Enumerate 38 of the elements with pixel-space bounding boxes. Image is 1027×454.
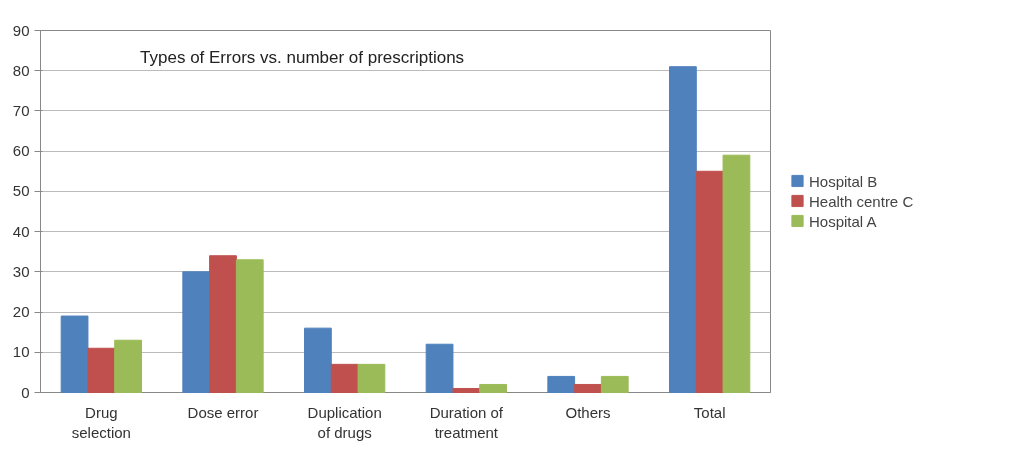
bar — [425, 343, 454, 393]
y-tick-label: 80 — [12, 61, 30, 79]
bar — [357, 363, 386, 393]
bar — [60, 315, 89, 393]
bar — [87, 347, 116, 393]
y-tick-label: 90 — [12, 21, 30, 39]
bar — [479, 383, 507, 393]
bar — [669, 66, 697, 393]
y-tick-label: 10 — [12, 343, 30, 361]
y-tick-label: 50 — [12, 182, 30, 200]
bar — [600, 375, 629, 393]
bar — [209, 255, 237, 393]
y-tick-label: 40 — [12, 222, 30, 240]
bar — [182, 271, 211, 393]
legend-label: Health centre C — [809, 192, 914, 209]
y-tick-label: 60 — [12, 142, 30, 160]
x-tick-label: Others — [565, 403, 611, 421]
bar — [114, 339, 142, 393]
legend-label: Hospital A — [809, 212, 877, 229]
legend-label: Hospital B — [809, 172, 878, 189]
y-tick-label: 0 — [21, 383, 30, 401]
x-tick-label: Drug selection — [71, 403, 131, 441]
bar — [235, 259, 264, 393]
text: Types of Errors vs. number of prescriptions — [140, 47, 465, 67]
x-tick-label: Dose error — [187, 403, 259, 421]
bar — [330, 363, 359, 393]
y-tick-label: 30 — [12, 262, 30, 280]
bar — [547, 375, 576, 393]
bar — [304, 327, 332, 393]
x-tick-label: Duration of treatment — [429, 403, 504, 441]
bar — [574, 383, 602, 393]
y-tick-label: 70 — [12, 101, 30, 119]
y-tick-label: 20 — [12, 303, 30, 321]
x-tick-label: Total — [693, 403, 726, 421]
bar — [722, 154, 751, 393]
bar — [452, 387, 481, 393]
bar — [695, 170, 724, 393]
x-tick-label: Duplication of drugs — [307, 403, 382, 441]
